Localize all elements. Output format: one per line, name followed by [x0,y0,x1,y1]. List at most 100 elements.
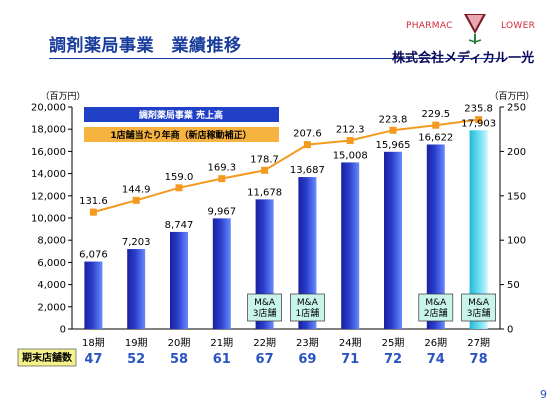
line-marker [261,166,269,174]
page-title: 調剤薬局事業 業績推移 [49,36,242,56]
y-right-tick-label: 200 [507,147,526,158]
bar-value-label: 17,903 [461,118,496,129]
line-value-label: 144.9 [122,184,151,195]
bar-value-label: 7,203 [122,237,151,248]
store-count-value: 52 [127,352,145,367]
bar [384,151,402,329]
logo-text-left: PHARMAC [406,21,453,31]
line-value-label: 169.3 [207,163,236,174]
x-tick-label: 20期 [168,337,191,349]
chart-legend: 調剤薬局事業 売上高 1店舗当たり年商（新店稼動補正） [84,107,279,142]
y-left-tick-label: 10,000 [31,214,66,225]
store-count-value: 58 [170,352,188,367]
legend-bar-swatch [84,107,279,122]
data-labels: 6,076 7,203 8,747 9,967 11,678 13,687 15,008 15… [79,104,496,261]
legend-line-label: 1店舗当たり年商（新店稼動補正） [110,129,251,141]
bar [426,144,445,329]
ma-annotation-text: M&A [297,298,319,308]
bar-value-label: 11,678 [247,187,282,198]
line-marker [175,184,183,192]
title-underline [49,58,504,59]
line-marker [303,141,311,149]
bar-value-label: 16,622 [418,132,453,143]
line-value-label: 223.8 [379,114,408,125]
store-count-value: 72 [384,352,402,367]
store-count-label: 期末店舗数 [22,351,73,364]
line-value-label: 178.7 [250,154,279,165]
line-marker [218,175,226,183]
y-left-tick-label: 6,000 [37,258,66,269]
legend-line-swatch [84,127,279,142]
y-left-tick-label: 18,000 [31,125,66,136]
line-value-label: 235.8 [464,104,493,115]
store-count-row: 期末店舗数 47 52 58 61 67 69 71 72 74 78 [17,348,488,367]
flower-icon [464,14,486,44]
line-marker [389,126,397,134]
x-tick-label: 25期 [382,337,405,349]
page-number: 9 [540,388,547,401]
sales-per-store-line [93,118,479,214]
line-value-label: 131.6 [79,196,108,207]
y-left-tick-label: 0 [60,325,66,336]
ma-annotation-text: M&A [425,298,447,308]
line-marker [346,136,354,144]
company-logo [464,14,486,44]
x-tick-label: 27期 [467,337,490,349]
company-name: 株式会社メディカル一光 [392,51,535,66]
bar [84,261,103,329]
y-right-tick-label: 100 [507,236,526,247]
ma-annotation-text: M&A [468,298,490,308]
ma-annotation-text: 2店舗 [424,307,448,319]
bar-value-label: 13,687 [290,165,325,176]
store-count-value: 67 [256,352,274,367]
x-tick-label: 21期 [210,337,233,349]
y-left-tick-label: 12,000 [31,191,66,202]
store-count-value: 47 [84,352,102,367]
bar [212,218,231,329]
y-right-tick-label: 250 [507,103,526,114]
bar [341,162,360,329]
x-tick-label: 22期 [253,337,276,349]
ma-annotation-text: 1店舗 [296,307,320,319]
y-left-axis-label: （百万円） [40,91,85,102]
line-marker [132,196,140,204]
ma-annotation-box [290,293,325,322]
line-marker [89,208,97,216]
store-count-value: 71 [341,352,359,367]
y-right-tick-label: 0 [507,325,513,336]
line-value-label: 207.6 [293,129,322,140]
y-right-tick-label: 50 [507,280,520,291]
bar [127,249,146,329]
y-left-tick-label: 16,000 [31,147,66,158]
bar-value-label: 6,076 [79,250,108,261]
line-value-label: 159.0 [165,172,194,183]
line-series [89,116,483,216]
ma-annotation-box [247,293,282,322]
x-tick-label: 23期 [296,337,319,349]
bar [469,130,488,329]
store-count-value: 61 [213,352,231,367]
store-count-value: 78 [470,352,488,367]
logo-text-right: LOWER [501,21,536,31]
x-tick-label: 26期 [424,337,447,349]
store-count-value: 69 [298,352,316,367]
ma-annotation-box [418,293,454,322]
y-left-tick-label: 2,000 [37,302,66,313]
ma-annotation-box [461,293,496,322]
store-count-label-box [17,348,77,367]
x-tick-label: 19期 [125,337,148,349]
y-right-axis-label: （百万円） [489,91,534,102]
store-count-value: 74 [427,352,445,367]
y-left-tick-label: 20,000 [31,103,66,114]
line-marker [475,116,483,124]
line-value-label: 212.3 [336,124,365,135]
bar-value-label: 9,967 [207,206,236,217]
bar [170,231,188,329]
y-left-tick-label: 8,000 [37,236,66,247]
line-value-label: 229.5 [421,109,450,120]
bar-value-label: 8,747 [165,220,194,231]
ma-annotation-text: 3店舗 [253,307,277,319]
ma-annotation-text: M&A [254,298,276,308]
